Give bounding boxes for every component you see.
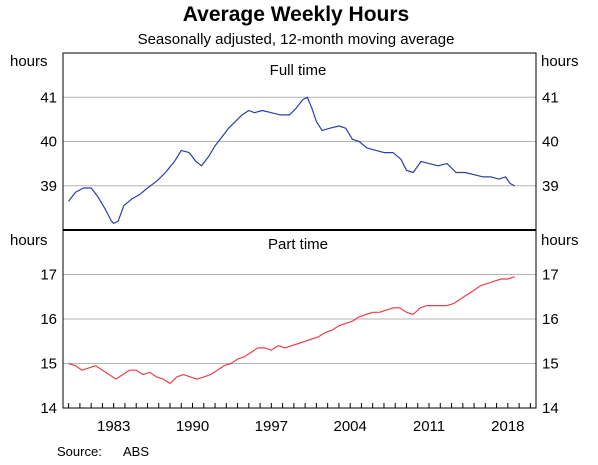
x-tick-label: 2018 <box>491 418 524 435</box>
part-time-series-line <box>68 276 515 385</box>
source-value: ABS <box>123 444 149 459</box>
full-time-panel: Full time hours hours 39 39 40 40 41 41 <box>10 53 579 224</box>
x-tick-label: 2004 <box>333 418 366 435</box>
part-time-left-tick-label: 16 <box>40 311 57 328</box>
part-time-right-tick-label: 16 <box>542 311 559 328</box>
part-time-left-tick-label: 14 <box>40 400 57 417</box>
x-tick-label: 1983 <box>97 418 130 435</box>
full-time-right-unit: hours <box>541 53 579 70</box>
part-time-left-tick-label: 15 <box>40 356 57 373</box>
part-time-panel-title: Part time <box>268 236 328 253</box>
full-time-right-tick-label: 40 <box>542 134 559 151</box>
part-time-right-tick-label: 14 <box>542 400 559 417</box>
part-time-panel: Part time hours hours 14 14 15 15 16 16 17 17 <box>10 232 579 417</box>
full-time-right-tick-label: 41 <box>542 89 559 106</box>
part-time-right-tick-label: 15 <box>542 356 559 373</box>
part-time-right-tick-label: 17 <box>542 267 559 284</box>
full-time-left-unit: hours <box>10 53 48 70</box>
full-time-series-line <box>68 96 515 224</box>
part-time-left-tick-label: 17 <box>40 267 57 284</box>
x-tick-label: 1990 <box>176 418 209 435</box>
full-time-left-tick-label: 40 <box>40 134 57 151</box>
x-axis: 1983 1990 1997 2004 2011 2018 <box>68 403 531 435</box>
chart-title: Average Weekly Hours <box>183 3 409 26</box>
part-time-left-unit: hours <box>10 232 48 249</box>
x-tick-label: 2011 <box>413 418 445 435</box>
chart-frame <box>62 52 537 409</box>
source-label: Source: <box>57 444 102 459</box>
chart-subtitle: Seasonally adjusted, 12-month moving ave… <box>138 31 455 48</box>
full-time-panel-title: Full time <box>270 62 327 79</box>
part-time-right-unit: hours <box>541 232 579 249</box>
full-time-right-tick-label: 39 <box>542 178 559 195</box>
full-time-left-tick-label: 39 <box>40 178 57 195</box>
x-tick-label: 1997 <box>255 418 288 435</box>
full-time-left-tick-label: 41 <box>40 89 57 106</box>
